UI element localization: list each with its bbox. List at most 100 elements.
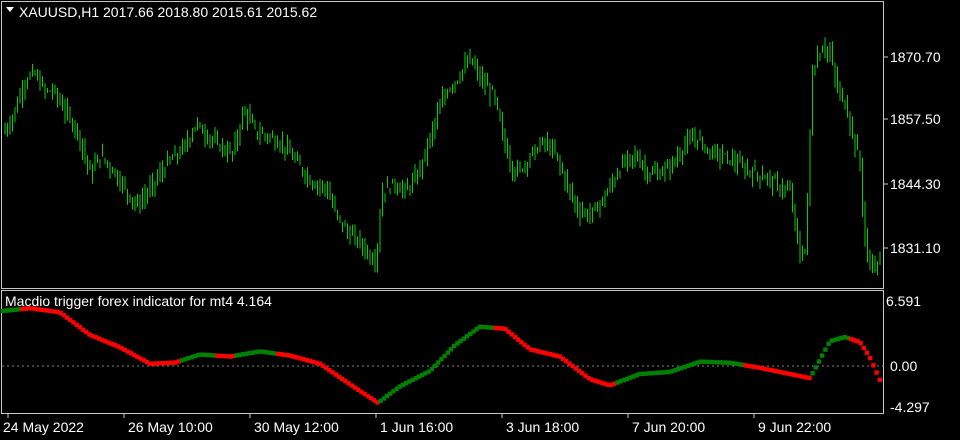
indicator-dot — [797, 373, 802, 379]
indicator-dot — [32, 306, 38, 312]
indicator-panel[interactable]: Macdio trigger forex indicator for mt4 4… — [0, 290, 930, 416]
indicator-dot — [768, 367, 774, 373]
indicator-dot — [832, 337, 838, 342]
time-label: 30 May 12:00 — [254, 419, 339, 435]
indicator-dot — [717, 360, 722, 365]
indicator-dot — [346, 381, 351, 386]
indicator-dot — [244, 351, 249, 356]
indicator-dot — [224, 354, 230, 359]
indicator-dot — [852, 338, 857, 343]
indicator-dot — [855, 339, 860, 344]
indicator-dot — [327, 368, 332, 373]
indicator-dot — [64, 315, 70, 320]
indicator-dot — [541, 350, 546, 355]
indicator-dot — [176, 359, 182, 364]
indicator-dot — [823, 347, 828, 352]
indicator-dot — [781, 370, 786, 375]
indicator-dot — [407, 379, 412, 384]
indicator-dot — [445, 350, 450, 355]
indicator-dot — [352, 385, 358, 390]
indicator-dot — [10, 307, 15, 313]
indicator-dot — [810, 371, 815, 376]
indicator-dot — [871, 363, 876, 368]
indicator-dot — [180, 358, 185, 363]
indicator-dot — [362, 391, 367, 397]
indicator-dot — [733, 361, 738, 366]
indicator-dot — [720, 360, 726, 365]
indicator-dot — [58, 310, 63, 315]
indicator-dot — [80, 327, 86, 332]
indicator-dot — [205, 352, 210, 358]
indicator-dot — [381, 396, 386, 401]
indicator-dot — [752, 364, 758, 370]
indicator-dot — [602, 381, 607, 386]
indicator-dot — [592, 378, 598, 383]
indicator-dot — [157, 361, 162, 366]
indicator-dot — [141, 358, 146, 363]
indicator-dot — [608, 382, 614, 388]
indicator-dot — [516, 337, 521, 342]
indicator-dot — [807, 375, 812, 381]
indicator-dot — [682, 364, 687, 370]
indicator-dot — [692, 361, 697, 366]
indicator-dot — [519, 340, 524, 345]
indicator-dot — [631, 374, 636, 379]
indicator-dot — [324, 365, 329, 371]
indicator-dot — [615, 380, 620, 385]
indicator-dot — [544, 351, 550, 356]
indicator-dot — [724, 360, 729, 365]
indicator-dot — [426, 369, 431, 374]
triangle-down-icon[interactable] — [6, 7, 14, 12]
indicator-dot-series — [0, 306, 882, 405]
indicator-dot — [640, 371, 646, 376]
indicator-dot — [570, 363, 575, 369]
indicator-dot — [800, 374, 806, 379]
indicator-dot — [167, 360, 172, 366]
indicator-dot — [365, 393, 370, 399]
indicator-dot — [522, 342, 527, 348]
indicator-dot — [432, 363, 438, 368]
indicator-dot — [557, 354, 562, 359]
indicator-dot — [743, 363, 748, 368]
indicator-dot — [612, 381, 617, 386]
indicator-dot — [471, 329, 476, 334]
indicator-dot — [138, 356, 143, 361]
indicator-dot — [394, 386, 399, 392]
indicator-dot — [269, 350, 274, 356]
indicator-dot — [676, 367, 681, 372]
indicator-dot — [701, 359, 706, 364]
indicator-dot — [535, 348, 540, 354]
indicator-dot — [90, 333, 95, 339]
indicator-dot — [528, 347, 534, 352]
indicator-dot — [410, 377, 415, 383]
indicator-dot — [532, 348, 537, 353]
indicator-dot — [42, 308, 47, 313]
indicator-dot — [845, 335, 850, 341]
indicator-dot — [186, 356, 191, 361]
indicator-dot — [378, 398, 383, 404]
indicator-dot — [509, 332, 514, 337]
indicator-dot — [660, 370, 665, 375]
indicator-dot — [736, 362, 742, 367]
indicator-dot — [288, 353, 294, 358]
indicator-dot — [496, 326, 502, 331]
indicator-title: Macdio trigger forex indicator for mt4 4… — [5, 293, 272, 309]
indicator-dot — [183, 357, 188, 362]
indicator-dot — [154, 361, 159, 366]
indicator-dot — [100, 337, 105, 343]
indicator-dot — [816, 359, 822, 364]
indicator-dot — [250, 350, 255, 355]
indicator-dot — [829, 338, 834, 343]
indicator-dot — [359, 389, 364, 395]
indicator-dot — [468, 331, 473, 337]
indicator-dot — [340, 376, 345, 382]
indicator-dot — [538, 349, 543, 355]
indicator-dot — [266, 350, 271, 355]
main-price-panel[interactable]: XAUUSD,H1 2017.66 2018.80 2015.61 2015.6… — [1, 1, 884, 289]
indicator-dot — [39, 307, 44, 312]
indicator-dot — [791, 372, 796, 377]
indicator-dot — [93, 335, 98, 340]
indicator-dot — [704, 359, 710, 365]
indicator-dot — [442, 353, 447, 359]
